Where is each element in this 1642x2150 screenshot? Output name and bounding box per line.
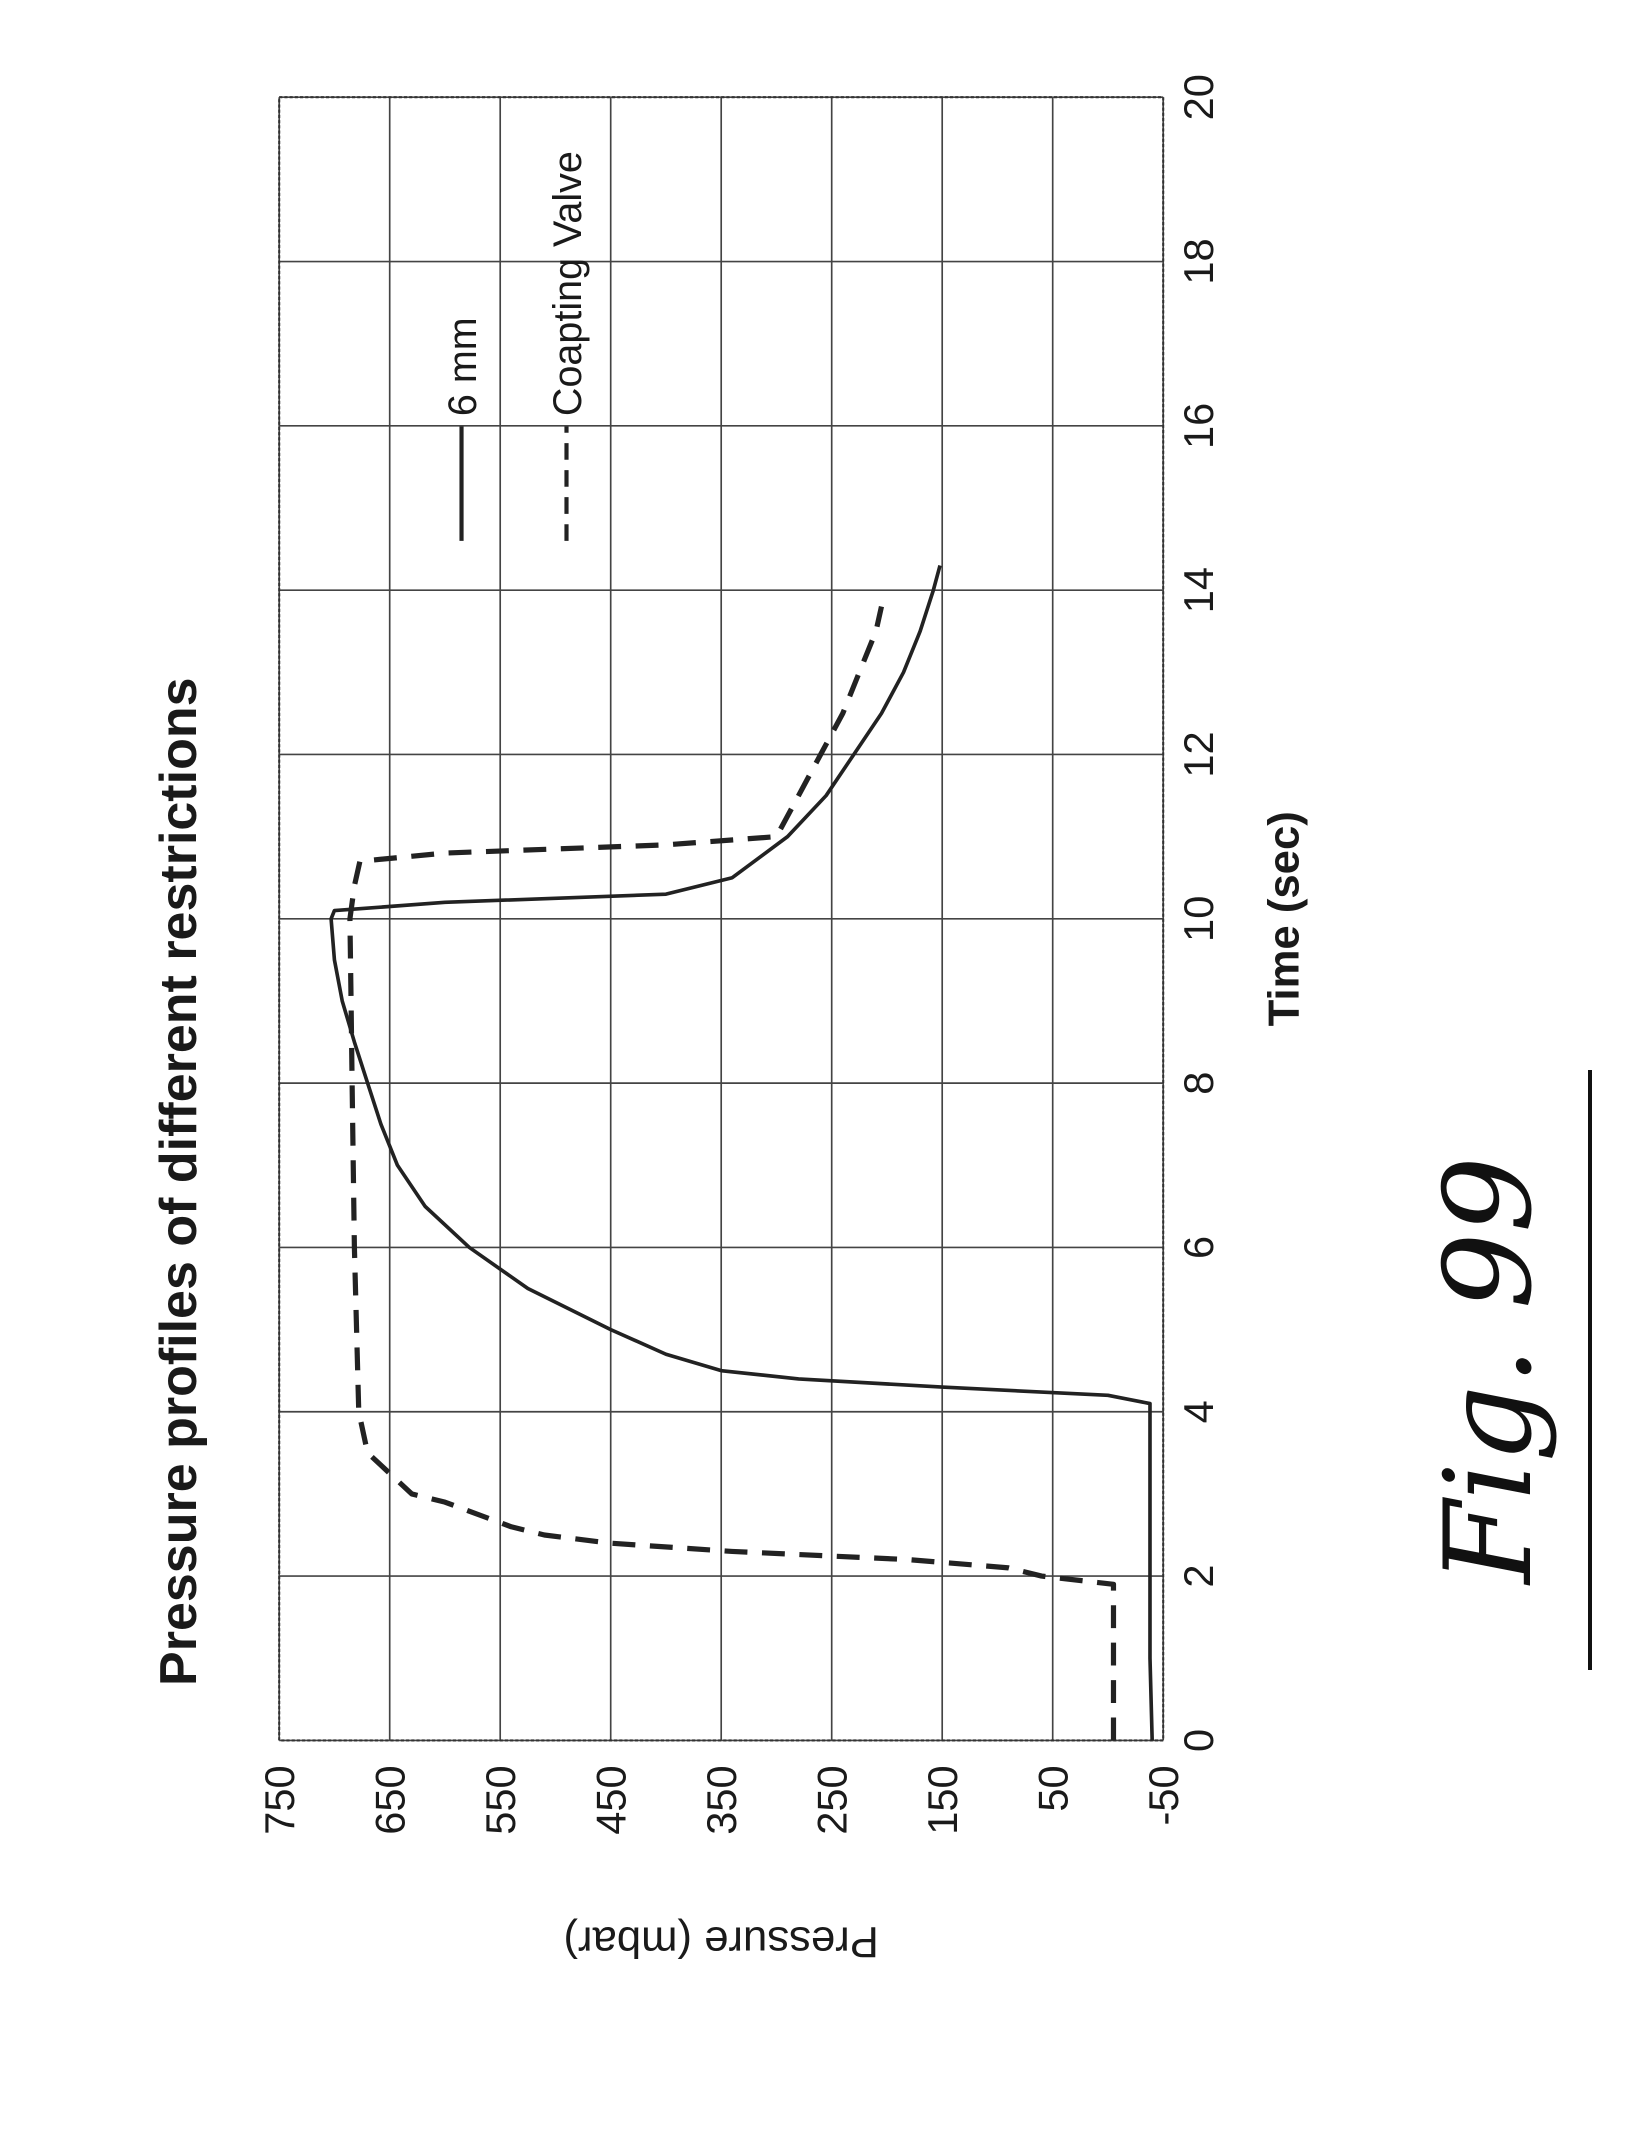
y-tick-label: 450: [587, 1765, 634, 1834]
series-line-6mm: [331, 566, 1152, 1741]
x-tick-label: 18: [1175, 238, 1222, 284]
figure-label-text: Fig. 99: [1420, 1156, 1559, 1585]
x-tick-label: 16: [1175, 403, 1222, 449]
x-tick-label: 2: [1175, 1565, 1222, 1588]
series-line-coapting-valve: [350, 607, 1114, 1741]
x-tick-label: 8: [1175, 1072, 1222, 1095]
x-tick-label: 6: [1175, 1236, 1222, 1259]
legend-label-coapting-valve: Coapting Valve: [546, 151, 590, 416]
chart-title: Pressure profiles of different restricti…: [150, 677, 208, 1686]
plot-area: 0 2 4 6 8 10 12 14 16 18 20 -50 50 150 250 350 450 550 65…: [150, 74, 1308, 1967]
y-axis-label: Pressure (mbar): [563, 1918, 878, 1967]
x-tick-label: 20: [1175, 74, 1222, 120]
y-tick-label: 150: [919, 1765, 966, 1834]
y-tick-label: 250: [808, 1765, 855, 1834]
legend-label-6mm: 6 mm: [441, 317, 485, 416]
x-tick-label: 10: [1175, 896, 1222, 942]
y-tick-label: 650: [366, 1765, 413, 1834]
y-tick-label: 750: [256, 1765, 303, 1834]
x-axis-label: Time (sec): [1259, 811, 1308, 1026]
legend: 6 mm Coapting Valve: [441, 151, 590, 541]
figure-label: Fig. 99: [1420, 1070, 1590, 1670]
x-tick-labels: 0 2 4 6 8 10 12 14 16 18 20: [1175, 74, 1222, 1752]
y-tick-label: 350: [698, 1765, 745, 1834]
y-tick-label: -50: [1140, 1765, 1187, 1825]
y-tick-label: 550: [477, 1765, 524, 1834]
y-tick-label: 50: [1029, 1765, 1076, 1811]
y-tick-labels: -50 50 150 250 350 450 550 650 750: [256, 1765, 1187, 1834]
x-tick-label: 12: [1175, 731, 1222, 777]
x-tick-label: 4: [1175, 1400, 1222, 1423]
series-layer: [331, 566, 1152, 1741]
x-tick-label: 0: [1175, 1729, 1222, 1752]
x-tick-label: 14: [1175, 567, 1222, 613]
